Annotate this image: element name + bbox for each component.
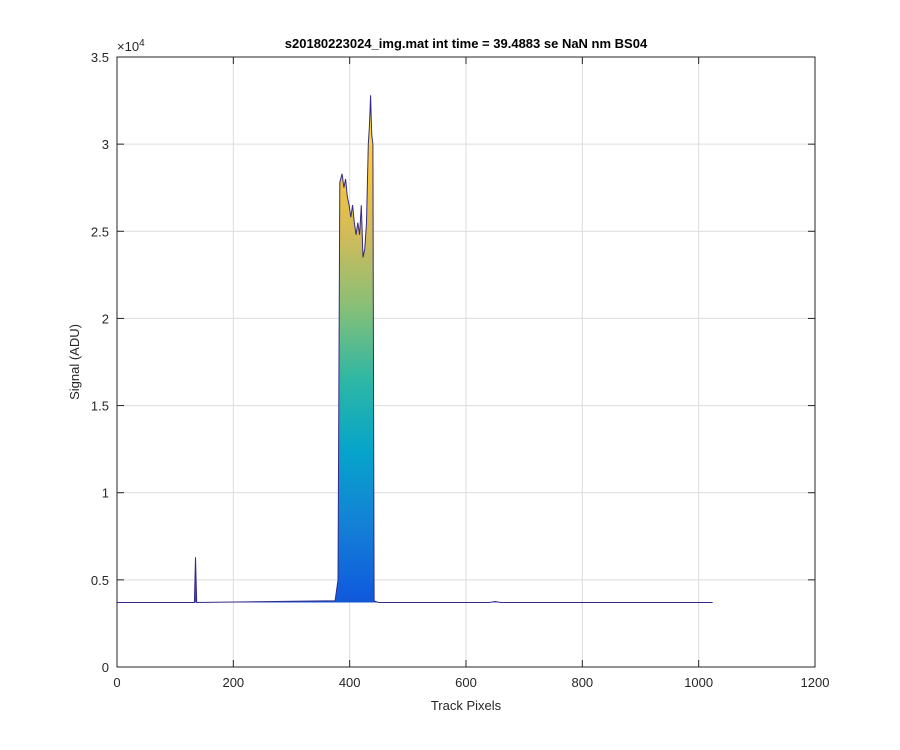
y-tick-label: 2.5 [91,224,109,239]
y-tick-label: 2 [102,311,109,326]
axes: 0 200 400 600 800 1000 1200 0 0.5 1 1.5 2 2.5 3 3.5 [91,50,830,690]
x-tick-label: 0 [113,675,120,690]
y-tick-label: 3 [102,137,109,152]
x-tick-label: 200 [222,675,244,690]
x-axis-label: Track Pixels [431,698,502,713]
x-tick-label: 400 [339,675,361,690]
y-exponent-power: 4 [139,38,145,49]
y-exponent-base: ×10 [117,39,139,54]
y-tick-label: 3.5 [91,50,109,65]
chart-title: s20180223024_img.mat int time = 39.4883 … [285,36,648,51]
data-layer [117,95,713,604]
y-exponent-label: ×104 [117,38,145,54]
x-tick-label: 1000 [684,675,713,690]
x-tick-label: 1200 [801,675,830,690]
y-tick-label: 0.5 [91,573,109,588]
y-tick-label: 1.5 [91,399,109,414]
y-axis-label: Signal (ADU) [67,324,82,400]
y-tick-label: 0 [102,660,109,675]
x-tick-label: 800 [571,675,593,690]
y-tick-label: 1 [102,486,109,501]
signal-line [117,95,713,604]
x-tick-label: 600 [455,675,477,690]
